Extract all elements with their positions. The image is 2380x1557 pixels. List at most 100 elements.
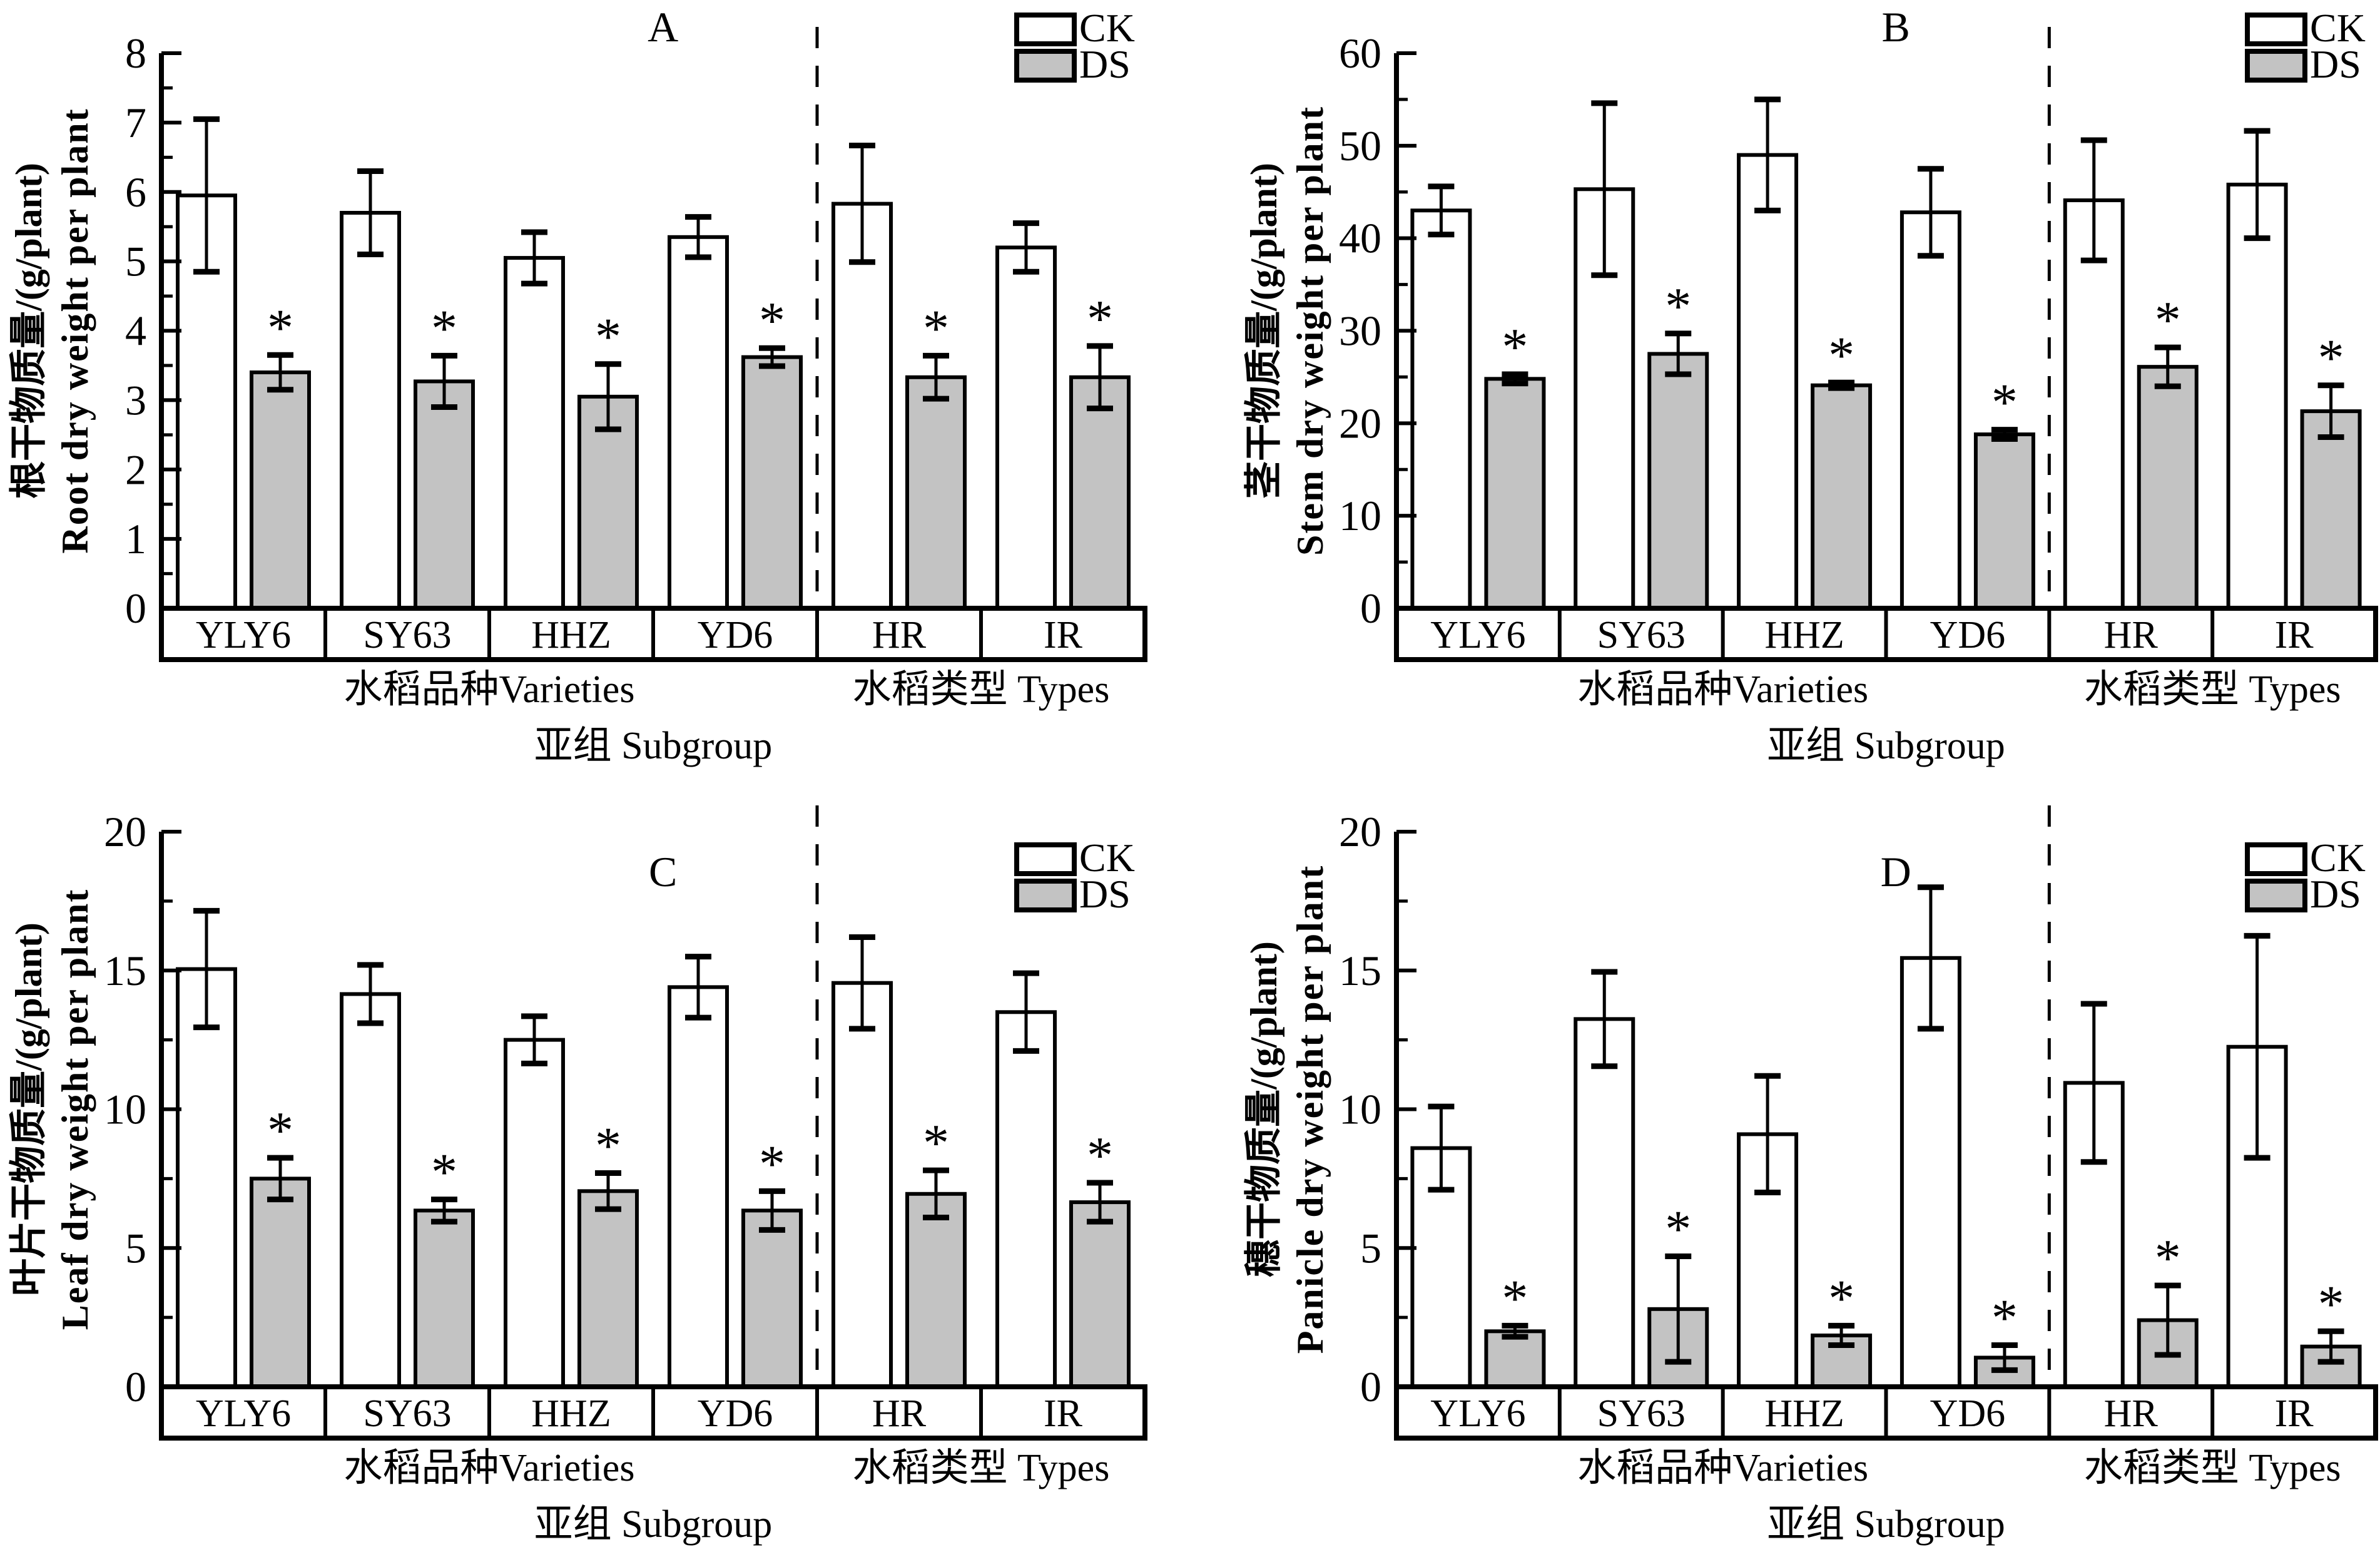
category-label: YD6 bbox=[1930, 1392, 2006, 1435]
category-label: YD6 bbox=[1930, 614, 2006, 656]
panel-letter: C bbox=[649, 848, 677, 896]
y-tick-label: 5 bbox=[125, 1224, 146, 1272]
bar-ds-hhz bbox=[1811, 383, 1873, 610]
panel-b-stem-dry-weight-chart: * * * * * * 0 10 20 30 40 50 60 YLY6 SY63 HHZ YD6 HR IR 水稻品… bbox=[1190, 0, 2380, 779]
legend-swatch-ds bbox=[1014, 879, 1077, 912]
significance-star: * bbox=[1087, 290, 1113, 348]
y-tick-label: 3 bbox=[125, 376, 146, 424]
y-tick-label: 1 bbox=[125, 515, 146, 563]
types-section-label: 水稻类型 Types bbox=[853, 668, 1110, 711]
subgroup-axis-label: 亚组 Subgroup bbox=[534, 1503, 773, 1546]
category-label: HHZ bbox=[1764, 1392, 1844, 1435]
y-tick-label: 10 bbox=[1339, 492, 1381, 539]
y-tick-label: 15 bbox=[1339, 947, 1381, 994]
legend-label-ds: DS bbox=[1079, 42, 1131, 86]
category-label: YLY6 bbox=[1430, 614, 1525, 656]
legend-swatch-ck bbox=[2245, 842, 2307, 876]
significance-star: * bbox=[267, 299, 293, 357]
y-tick-label: 10 bbox=[1339, 1086, 1381, 1133]
category-label: IR bbox=[2275, 614, 2314, 656]
legend-label-ds: DS bbox=[2310, 42, 2361, 86]
legend-label-ck: CK bbox=[1079, 835, 1135, 880]
significance-star: * bbox=[2318, 1275, 2344, 1333]
y-tick-label: 7 bbox=[125, 99, 146, 146]
varieties-section-label: 水稻品种Varieties bbox=[344, 668, 635, 711]
varieties-section-label: 水稻品种Varieties bbox=[1577, 668, 1868, 711]
panel-letter: A bbox=[648, 3, 678, 51]
bar-ck-hhz bbox=[504, 256, 565, 610]
panel-letter: D bbox=[1881, 848, 1911, 896]
y-tick-label: 50 bbox=[1339, 122, 1381, 170]
bar-ck-hhz bbox=[504, 1038, 565, 1389]
bar-ck-sy63 bbox=[340, 211, 401, 610]
category-label: HHZ bbox=[531, 614, 611, 656]
legend-swatch-ck bbox=[1014, 13, 1077, 46]
category-label: SY63 bbox=[1597, 1392, 1686, 1435]
category-label: YLY6 bbox=[196, 1392, 291, 1435]
y-tick-label: 4 bbox=[125, 307, 146, 355]
category-label: SY63 bbox=[1597, 614, 1686, 656]
bar-ds-sy63 bbox=[414, 1208, 475, 1389]
bar-ck-hhz bbox=[1737, 153, 1799, 611]
y-tick-label: 10 bbox=[104, 1086, 146, 1133]
category-label: SY63 bbox=[363, 1392, 451, 1435]
bar-ck-yd6 bbox=[1899, 210, 1961, 611]
significance-star: * bbox=[1502, 1269, 1528, 1327]
bar-ds-hr bbox=[905, 375, 967, 610]
subgroup-axis-label: 亚组 Subgroup bbox=[1767, 1503, 2005, 1546]
bar-ds-yly6 bbox=[1484, 1329, 1546, 1389]
significance-star: * bbox=[2155, 1229, 2181, 1287]
bar-ds-yd6 bbox=[741, 1208, 803, 1389]
y-tick-label: 0 bbox=[125, 585, 146, 632]
bar-ds-sy63 bbox=[1647, 352, 1709, 610]
y-tick-label: 20 bbox=[1339, 399, 1381, 447]
category-label: SY63 bbox=[363, 614, 451, 656]
types-section-label: 水稻类型 Types bbox=[2084, 668, 2341, 711]
varieties-section-label: 水稻品种Varieties bbox=[344, 1447, 635, 1489]
y-tick-label: 40 bbox=[1339, 215, 1381, 262]
bar-ds-ir bbox=[1069, 375, 1131, 610]
bar-ck-yd6 bbox=[668, 235, 729, 611]
category-label: IR bbox=[1044, 614, 1083, 656]
bar-ds-yly6 bbox=[1484, 377, 1546, 611]
y-tick-label: 0 bbox=[1360, 585, 1381, 632]
category-label: YLY6 bbox=[196, 614, 291, 656]
legend-swatch-ds bbox=[2245, 879, 2307, 912]
bar-ck-ir bbox=[2226, 182, 2288, 610]
category-label: HR bbox=[2104, 1392, 2159, 1435]
legend-swatch-ds bbox=[1014, 49, 1077, 83]
category-label: HR bbox=[872, 1392, 927, 1435]
y-tick-label: 5 bbox=[125, 238, 146, 285]
significance-star: * bbox=[1828, 1269, 1854, 1327]
y-axis-title-en: Panicle dry weight per plant bbox=[1289, 865, 1331, 1354]
panel-c-leaf-dry-weight-chart: * * * * * * 0 5 10 15 20 YLY6 SY63 HHZ YD6 HR IR 水稻品种Vari… bbox=[0, 779, 1190, 1557]
significance-star: * bbox=[1991, 374, 2018, 432]
types-section-label: 水稻类型 Types bbox=[853, 1447, 1110, 1489]
bar-ck-ir bbox=[995, 1010, 1057, 1389]
y-axis-title-en: Leaf dry weight per plant bbox=[54, 889, 96, 1330]
legend-swatch-ck bbox=[2245, 13, 2307, 46]
y-tick-label: 30 bbox=[1339, 307, 1381, 355]
significance-star: * bbox=[595, 308, 621, 366]
significance-star: * bbox=[1991, 1289, 2018, 1347]
subgroup-axis-label: 亚组 Subgroup bbox=[534, 725, 773, 767]
y-tick-label: 20 bbox=[104, 808, 146, 855]
y-tick-label: 0 bbox=[1360, 1363, 1381, 1411]
significance-star: * bbox=[431, 1143, 457, 1202]
legend-label-ck: CK bbox=[2310, 835, 2366, 880]
bar-ck-hr bbox=[2063, 198, 2125, 610]
bar-ck-yd6 bbox=[668, 985, 729, 1389]
subgroup-axis-label: 亚组 Subgroup bbox=[1767, 725, 2005, 767]
y-tick-label: 0 bbox=[125, 1363, 146, 1411]
significance-star: * bbox=[1665, 1200, 1691, 1258]
bar-ck-yly6 bbox=[176, 967, 237, 1389]
significance-star: * bbox=[2155, 291, 2181, 349]
legend-label-ds: DS bbox=[1079, 872, 1131, 916]
panel-letter: B bbox=[1881, 3, 1910, 51]
significance-star: * bbox=[923, 299, 949, 357]
legend-label-ds: DS bbox=[2310, 872, 2361, 916]
category-label: IR bbox=[1044, 1392, 1083, 1435]
bar-ds-ir bbox=[2300, 409, 2362, 610]
bar-ck-yly6 bbox=[1410, 208, 1472, 611]
